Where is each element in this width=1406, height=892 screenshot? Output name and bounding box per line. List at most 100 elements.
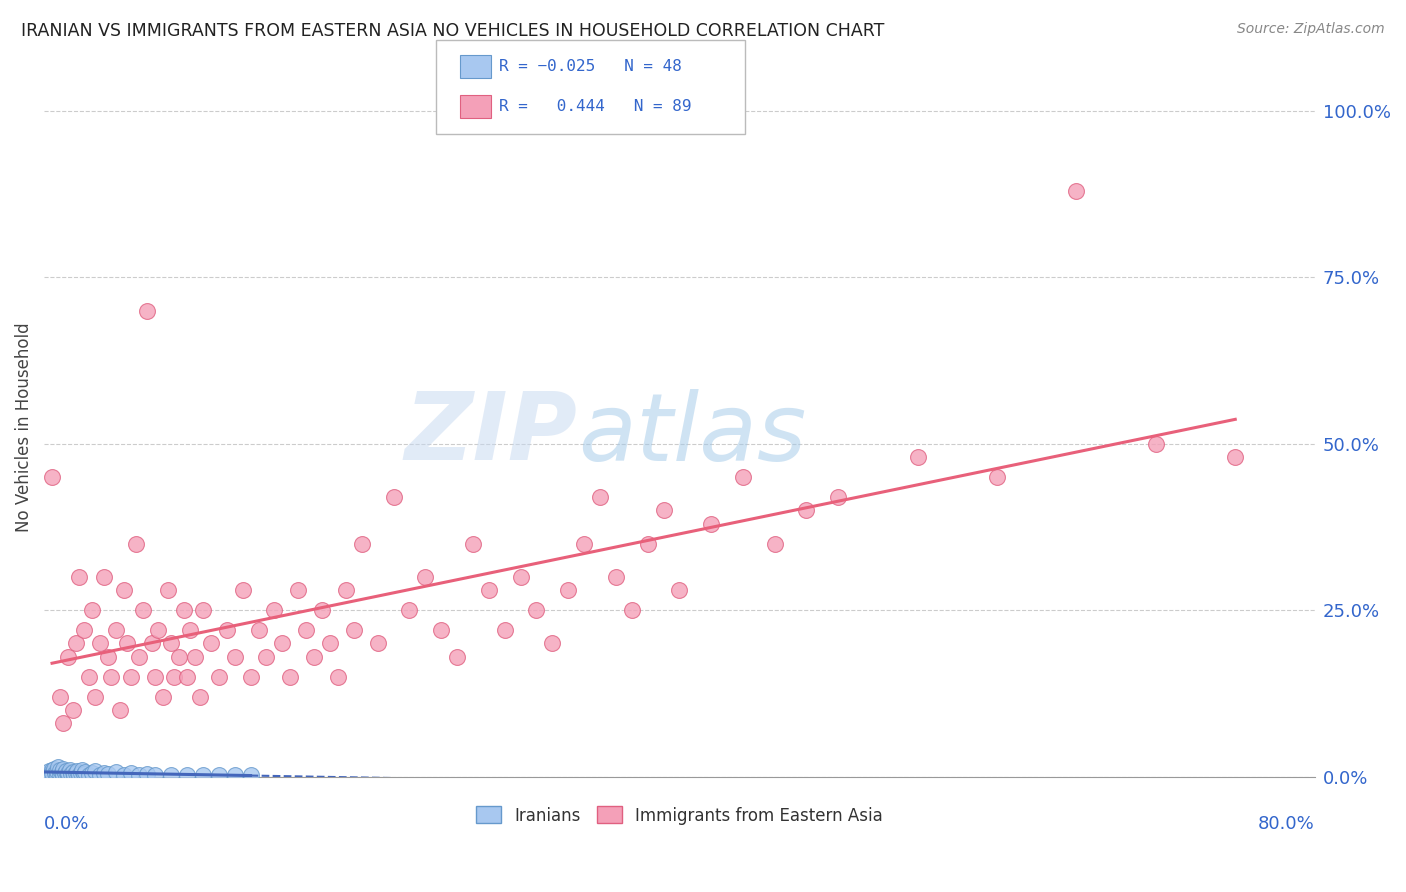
Point: [112, 767, 135, 781]
Point: [494, 623, 516, 637]
Point: [160, 636, 183, 650]
Point: [143, 670, 166, 684]
Point: [179, 623, 201, 637]
Point: [232, 583, 254, 598]
Point: [208, 767, 231, 781]
Point: [63, 767, 86, 781]
Point: [430, 623, 453, 637]
Point: [637, 536, 659, 550]
Point: [367, 636, 389, 650]
Point: [93, 765, 115, 780]
Point: [121, 670, 143, 684]
Point: [188, 690, 211, 704]
Point: [413, 570, 436, 584]
Point: [509, 570, 531, 584]
Point: [247, 623, 270, 637]
Point: [38, 764, 60, 779]
Point: [51, 764, 73, 779]
Point: [97, 649, 120, 664]
Point: [572, 536, 595, 550]
Point: [184, 649, 207, 664]
Point: [131, 603, 153, 617]
Point: [100, 670, 122, 684]
Point: [143, 767, 166, 781]
Point: [731, 470, 754, 484]
Point: [319, 636, 342, 650]
Point: [986, 470, 1008, 484]
Text: R = −0.025   N = 48: R = −0.025 N = 48: [499, 60, 682, 74]
Point: [478, 583, 501, 598]
Point: [1225, 450, 1247, 464]
Point: [278, 670, 301, 684]
Point: [620, 603, 643, 617]
Point: [148, 623, 170, 637]
Point: [44, 765, 66, 780]
Point: [69, 765, 91, 780]
Point: [541, 636, 564, 650]
Text: ZIP: ZIP: [405, 388, 578, 480]
Point: [62, 703, 84, 717]
Point: [110, 703, 132, 717]
Point: [141, 636, 163, 650]
Text: R =   0.444   N = 89: R = 0.444 N = 89: [499, 99, 692, 113]
Point: [62, 764, 84, 779]
Point: [398, 603, 420, 617]
Point: [56, 767, 79, 781]
Point: [173, 603, 195, 617]
Point: [65, 766, 87, 780]
Point: [311, 603, 333, 617]
Point: [224, 767, 246, 781]
Point: [191, 603, 214, 617]
Point: [52, 767, 75, 781]
Point: [104, 764, 127, 779]
Point: [1066, 184, 1088, 198]
Point: [48, 759, 70, 773]
Point: [239, 767, 262, 781]
Point: [41, 470, 63, 484]
Point: [52, 716, 75, 731]
Point: [589, 490, 612, 504]
Point: [58, 763, 80, 777]
Point: [45, 764, 67, 779]
Point: [37, 767, 59, 781]
Point: [128, 767, 150, 781]
Point: [652, 503, 675, 517]
Point: [156, 583, 179, 598]
Point: [104, 623, 127, 637]
Point: [112, 583, 135, 598]
Point: [326, 670, 349, 684]
Point: [557, 583, 579, 598]
Point: [67, 570, 90, 584]
Point: [56, 649, 79, 664]
Point: [136, 303, 159, 318]
Point: [215, 623, 238, 637]
Point: [77, 670, 100, 684]
Point: [152, 690, 174, 704]
Point: [73, 623, 96, 637]
Point: [461, 536, 484, 550]
Point: [446, 649, 468, 664]
Point: [287, 583, 309, 598]
Point: [84, 764, 107, 779]
Point: [77, 767, 100, 781]
Point: [75, 764, 97, 779]
Point: [167, 649, 190, 664]
Point: [67, 767, 90, 781]
Point: [89, 636, 111, 650]
Point: [56, 765, 79, 780]
Point: [39, 767, 62, 781]
Point: [302, 649, 325, 664]
Point: [80, 603, 103, 617]
Point: [176, 670, 198, 684]
Text: atlas: atlas: [578, 389, 806, 480]
Point: [224, 649, 246, 664]
Point: [335, 583, 357, 598]
Point: [42, 762, 65, 776]
Point: [41, 763, 63, 777]
Point: [907, 450, 929, 464]
Point: [700, 516, 723, 531]
Point: [115, 636, 138, 650]
Point: [256, 649, 278, 664]
Point: [163, 670, 186, 684]
Point: [53, 766, 76, 780]
